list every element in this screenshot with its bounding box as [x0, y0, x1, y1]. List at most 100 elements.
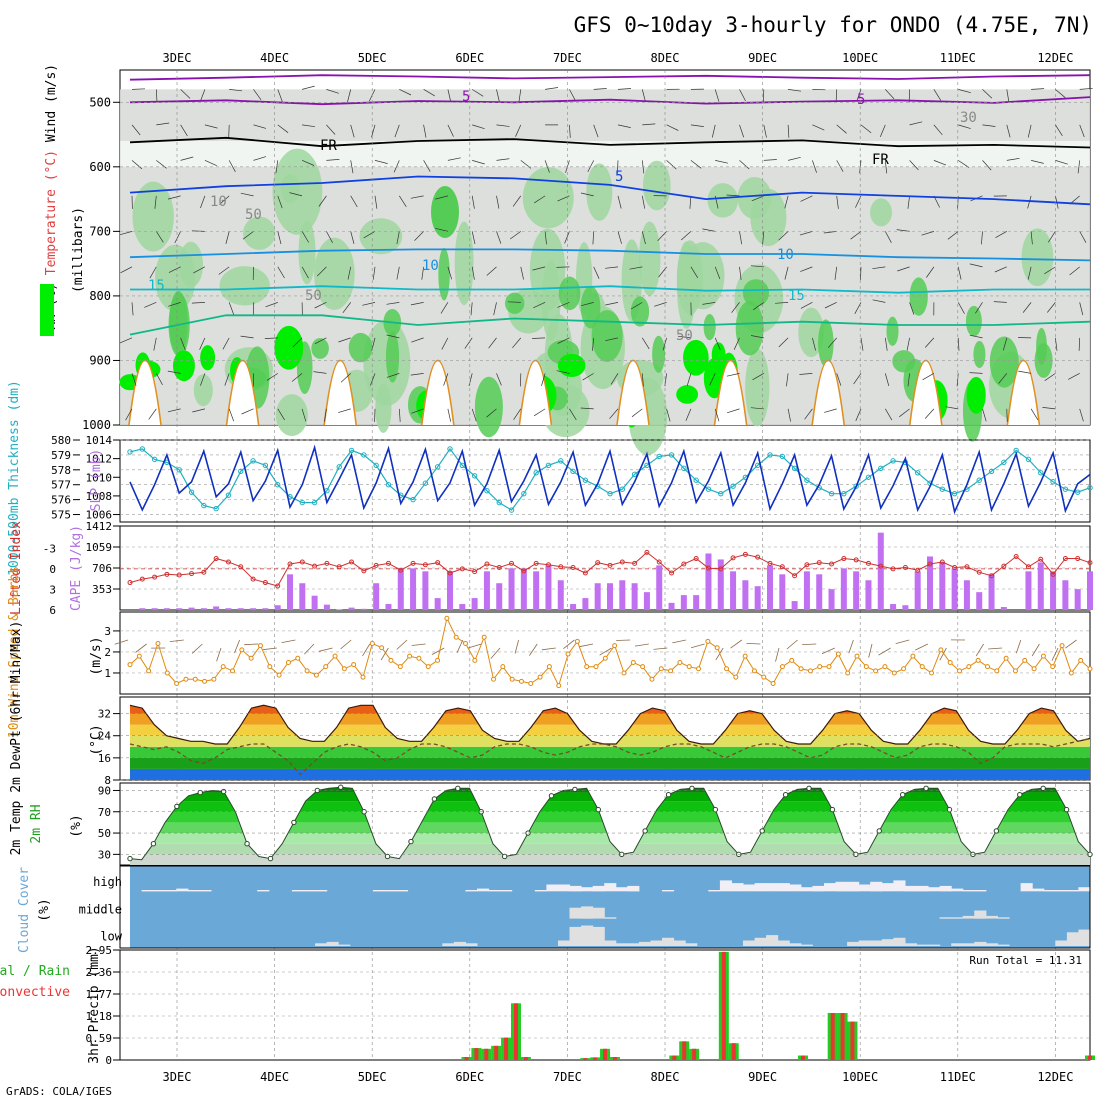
lifted-index-point — [595, 560, 601, 566]
cloud-low-bar — [604, 940, 617, 946]
surface-wind-barb — [786, 639, 798, 650]
thickness-point — [582, 477, 589, 483]
wind-barb-shaft — [557, 337, 570, 344]
wind-barb-shaft — [301, 266, 309, 279]
dewpoint-line — [129, 737, 1091, 776]
rh-point — [431, 796, 438, 802]
thickness-point — [1087, 485, 1093, 491]
lifted-index-point — [767, 560, 773, 566]
temp-band — [130, 697, 1090, 703]
cape-tick-label: 706 — [92, 562, 112, 575]
cape-bar — [434, 598, 441, 610]
thickness-point — [619, 486, 626, 492]
surface-wind-barb — [579, 643, 594, 648]
wind-barb-shaft — [739, 89, 746, 102]
wind-barb-shaft — [362, 302, 376, 306]
wind-barb-shaft — [739, 266, 742, 280]
precip-convective-bar — [840, 1013, 845, 1060]
wind-barb-shaft — [836, 195, 839, 209]
wind-barb-shaft — [1068, 373, 1080, 380]
wind-barb-shaft — [411, 408, 424, 414]
pressure-tick-label: 500 — [89, 95, 111, 109]
wind-speed-point — [369, 641, 375, 647]
wind-barb-shaft — [1027, 195, 1032, 209]
thickness-point — [422, 480, 429, 486]
cape-axis-title: CAPE (J/kg) — [69, 525, 84, 611]
wind-barb-shaft — [969, 334, 983, 339]
wind-barb-shaft — [884, 373, 890, 386]
thickness-point — [348, 447, 355, 454]
wind-barb-shaft — [228, 160, 236, 172]
wind-barb-shaft — [472, 160, 485, 165]
wind-barb-shaft — [933, 160, 947, 166]
wind-speed-point — [285, 659, 291, 665]
cloud-high-bar — [881, 883, 894, 892]
cloud-middle-bar — [604, 917, 617, 919]
rh-tick-label: 50 — [98, 827, 111, 840]
rh-wet-blob — [652, 335, 666, 373]
wind-speed-point — [1068, 670, 1074, 676]
rh-wet-blob — [742, 279, 770, 307]
cape-bar — [890, 604, 897, 610]
cloud-high-bar — [1055, 890, 1068, 892]
rh-wet-blob — [385, 331, 400, 383]
cape-bar — [927, 556, 933, 610]
wind-barb-shaft — [617, 195, 622, 209]
wind-barb-shaft — [386, 373, 400, 378]
wind-speed-point — [640, 664, 646, 670]
cloud-low-bar — [858, 940, 871, 946]
cloud-high-bar — [800, 887, 813, 892]
wind-barb-shaft — [370, 373, 376, 386]
cape-bar — [348, 607, 355, 610]
thickness-point — [434, 464, 441, 470]
wind-barb-shaft — [155, 89, 158, 103]
rh-moist-blob — [243, 216, 276, 250]
surface-wind-barb — [878, 647, 891, 656]
surface-wind-barb — [868, 643, 873, 658]
cape-bar — [656, 565, 663, 610]
wind-barb-shaft — [924, 337, 935, 348]
wind-barb-shaft — [410, 302, 424, 306]
wind-barb-shaft — [957, 302, 965, 314]
wind-barb-shaft — [512, 337, 522, 349]
cloud-low-bar — [338, 944, 351, 946]
wind-speed-point — [668, 668, 674, 674]
wind-barb-shaft — [472, 124, 485, 130]
wind-speed-point — [742, 653, 748, 659]
wind-barb-shaft — [752, 373, 764, 381]
thickness-point — [385, 482, 392, 488]
contour-label: 15 — [148, 278, 165, 294]
rh-moist-blob — [522, 167, 574, 229]
precip-convective-bar — [682, 1041, 687, 1060]
wind-speed-point — [602, 655, 608, 661]
lifted-index-point — [373, 562, 379, 568]
rh-moist-blob — [359, 218, 403, 255]
wind-barb-shaft — [569, 408, 577, 421]
wind-barb-shaft — [224, 373, 230, 386]
li-tick-label: 0 — [49, 563, 56, 576]
thickness-point — [213, 505, 219, 512]
rh-point — [829, 806, 836, 813]
rh-moist-blob — [707, 183, 739, 218]
upper-air-legend-label: RH (%) Temperature (°C) Wind (m/s) — [44, 64, 59, 330]
cape-bar — [508, 568, 515, 610]
thickness-point — [718, 490, 724, 497]
wind-speed-point — [379, 645, 385, 651]
thickness-point — [188, 489, 195, 495]
cloud-high-bar — [581, 887, 594, 892]
lifted-index-point — [927, 561, 933, 567]
wind-speed-point — [677, 659, 683, 665]
lifted-index-point — [890, 566, 896, 572]
cloud-low-bar — [615, 943, 628, 946]
lifted-index-point — [902, 564, 908, 570]
cape-bar — [496, 583, 503, 610]
wind-barb-shaft — [131, 373, 137, 386]
cloud-high-bar — [928, 887, 941, 892]
wind-barb-shaft — [229, 89, 243, 92]
lifted-index-point — [398, 567, 404, 573]
wind-barb-shaft — [993, 301, 1007, 303]
lifted-index-point — [915, 567, 921, 573]
wind-barb-shaft — [253, 124, 267, 129]
wind-barb-shaft — [386, 334, 400, 339]
cloud-low-bar — [685, 943, 698, 946]
